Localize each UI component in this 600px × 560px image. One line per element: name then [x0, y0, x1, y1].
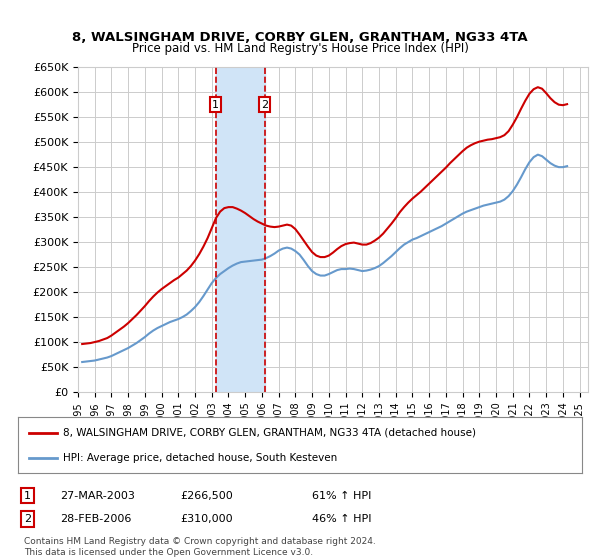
Text: HPI: Average price, detached house, South Kesteven: HPI: Average price, detached house, Sout…	[63, 452, 337, 463]
Text: 1: 1	[212, 100, 219, 110]
Text: 61% ↑ HPI: 61% ↑ HPI	[312, 491, 371, 501]
Text: £310,000: £310,000	[180, 514, 233, 524]
Text: 2: 2	[24, 514, 31, 524]
Bar	[215, 67, 265, 392]
Text: This data is licensed under the Open Government Licence v3.0.: This data is licensed under the Open Gov…	[24, 548, 313, 557]
Text: 8, WALSINGHAM DRIVE, CORBY GLEN, GRANTHAM, NG33 4TA: 8, WALSINGHAM DRIVE, CORBY GLEN, GRANTHA…	[72, 31, 528, 44]
Text: 27-MAR-2003: 27-MAR-2003	[60, 491, 135, 501]
Text: 8, WALSINGHAM DRIVE, CORBY GLEN, GRANTHAM, NG33 4TA (detached house): 8, WALSINGHAM DRIVE, CORBY GLEN, GRANTHA…	[63, 428, 476, 438]
Text: Contains HM Land Registry data © Crown copyright and database right 2024.: Contains HM Land Registry data © Crown c…	[24, 537, 376, 546]
Text: 46% ↑ HPI: 46% ↑ HPI	[312, 514, 371, 524]
Text: 1: 1	[24, 491, 31, 501]
Text: Price paid vs. HM Land Registry's House Price Index (HPI): Price paid vs. HM Land Registry's House …	[131, 42, 469, 55]
Text: 28-FEB-2006: 28-FEB-2006	[60, 514, 131, 524]
Text: £266,500: £266,500	[180, 491, 233, 501]
Text: 2: 2	[261, 100, 268, 110]
